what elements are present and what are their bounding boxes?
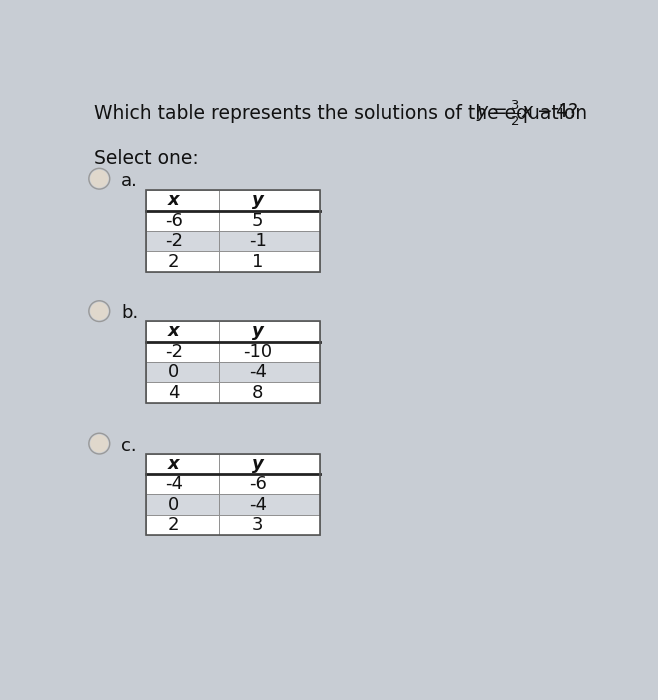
Text: 5: 5 — [252, 212, 263, 230]
Bar — [219, 382, 320, 402]
Text: x: x — [168, 455, 180, 472]
Text: 0: 0 — [168, 496, 180, 514]
Text: Which table represents the solutions of the equation: Which table represents the solutions of … — [94, 104, 587, 122]
Text: -6: -6 — [249, 475, 266, 493]
Circle shape — [90, 435, 109, 453]
Bar — [146, 454, 320, 536]
Text: 1: 1 — [252, 253, 263, 271]
Text: 3: 3 — [252, 516, 263, 534]
Bar — [219, 321, 320, 342]
Bar — [219, 211, 320, 231]
Bar — [219, 494, 320, 514]
Circle shape — [90, 302, 109, 320]
Bar — [146, 474, 219, 494]
Text: -4: -4 — [164, 475, 183, 493]
Bar — [219, 190, 320, 211]
Bar — [146, 251, 219, 272]
Text: c.: c. — [121, 437, 137, 455]
Text: b.: b. — [121, 304, 138, 323]
Text: -4: -4 — [249, 496, 266, 514]
Bar — [146, 514, 219, 536]
Bar — [146, 342, 219, 362]
Text: $\mathit{y} = \frac{3}{2}\mathit{x} - 4$?: $\mathit{y} = \frac{3}{2}\mathit{x} - 4$… — [476, 99, 578, 128]
Text: 2: 2 — [168, 516, 180, 534]
Bar — [219, 251, 320, 272]
Text: -2: -2 — [164, 343, 183, 360]
Bar — [146, 190, 219, 211]
Text: -10: -10 — [243, 343, 272, 360]
Text: -1: -1 — [249, 232, 266, 251]
Bar — [219, 474, 320, 494]
Text: Select one:: Select one: — [94, 150, 199, 169]
Bar — [146, 454, 219, 474]
Bar — [146, 190, 320, 272]
Bar — [146, 211, 219, 231]
Text: 0: 0 — [168, 363, 180, 382]
Text: y: y — [252, 192, 264, 209]
Text: y: y — [252, 455, 264, 472]
Text: a.: a. — [121, 172, 138, 190]
Text: 8: 8 — [252, 384, 263, 402]
Text: x: x — [168, 323, 180, 340]
Bar — [146, 362, 219, 382]
Text: y: y — [252, 323, 264, 340]
Bar — [219, 454, 320, 474]
Bar — [219, 514, 320, 536]
Text: x: x — [168, 192, 180, 209]
Text: -2: -2 — [164, 232, 183, 251]
Bar — [219, 342, 320, 362]
Text: 4: 4 — [168, 384, 180, 402]
Bar — [146, 494, 219, 514]
Bar — [146, 382, 219, 402]
Bar — [219, 362, 320, 382]
Text: -6: -6 — [165, 212, 183, 230]
Bar — [219, 231, 320, 251]
Bar — [146, 321, 320, 402]
Text: 2: 2 — [168, 253, 180, 271]
Bar — [146, 231, 219, 251]
Text: -4: -4 — [249, 363, 266, 382]
Bar — [146, 321, 219, 342]
Circle shape — [90, 169, 109, 188]
